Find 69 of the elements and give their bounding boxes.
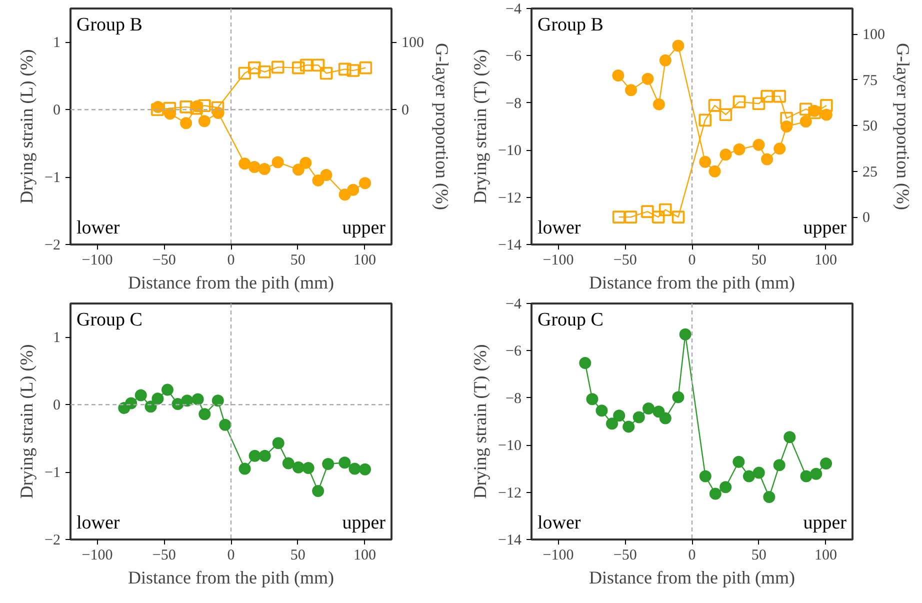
y-tick-label: −10	[498, 143, 522, 160]
y-tick-label: −12	[498, 190, 522, 206]
x-tick-label: −100	[542, 252, 574, 268]
x-tick-label: 100	[354, 252, 376, 268]
annotation: upper	[342, 512, 386, 534]
y-tick-label: 0	[53, 102, 60, 119]
y-axis-title: Drying strain (T) (%)	[470, 49, 490, 204]
x-tick-label: −100	[82, 548, 113, 564]
y-tick-label: 0	[53, 398, 60, 414]
annotation: lower	[76, 218, 120, 238]
x-tick-label: −50	[613, 548, 637, 564]
x-axis-title: Distance from the pith (mm)	[128, 272, 334, 292]
chart-title: Group B	[538, 14, 604, 36]
annotation: upper	[803, 218, 848, 238]
y2-axis-title: G-layer proportion (%)	[893, 43, 913, 210]
x-axis-title: Distance from the pith (mm)	[128, 568, 334, 588]
y-axis-title: Drying strain (T) (%)	[470, 344, 490, 499]
y-tick-label: −12	[498, 485, 522, 502]
x-tick-label: −100	[542, 548, 574, 564]
annotation: lower	[538, 218, 582, 238]
x-tick-label: 0	[688, 252, 696, 268]
x-tick-label: 50	[290, 548, 306, 564]
y-tick-label: −4	[506, 2, 522, 18]
y-tick-label: −4	[506, 296, 522, 312]
annotation: upper	[803, 512, 848, 534]
x-tick-label: 50	[751, 252, 766, 268]
y-axis-title: Drying strain (L) (%)	[16, 344, 37, 499]
chart-title: Group C	[76, 310, 142, 330]
x-tick-label: 0	[227, 252, 235, 268]
annotation: lower	[538, 512, 582, 534]
annotation: lower	[76, 512, 120, 534]
y-tick-label: −8	[506, 390, 522, 407]
y2-tick-label: 100	[402, 35, 424, 52]
y2-tick-label: 50	[862, 118, 878, 135]
y2-axis-title: G-layer proportion (%)	[432, 43, 452, 210]
x-tick-label: 50	[751, 548, 766, 564]
y-tick-label: −8	[506, 96, 522, 112]
x-axis-title: Distance from the pith (mm)	[589, 568, 795, 588]
y2-tick-label: 0	[402, 102, 409, 119]
y-tick-label: −14	[498, 238, 522, 254]
y-tick-label: −1	[44, 170, 61, 186]
y-tick-label: −6	[506, 48, 522, 65]
y-tick-label: −10	[498, 438, 522, 454]
x-tick-label: −50	[613, 252, 637, 268]
x-tick-label: 100	[814, 548, 837, 564]
x-tick-label: 100	[814, 252, 837, 268]
x-tick-label: −50	[152, 252, 176, 268]
y-axis-title: Drying strain (L) (%)	[16, 49, 37, 204]
chart-title: Group C	[538, 310, 604, 330]
x-tick-label: 50	[290, 252, 306, 268]
y2-tick-label: 25	[862, 164, 878, 180]
y2-tick-label: 0	[862, 210, 870, 226]
x-tick-label: −50	[152, 548, 176, 564]
y2-tick-label: 75	[862, 72, 878, 89]
y2-tick-label: 100	[862, 27, 885, 44]
x-tick-label: 0	[688, 548, 696, 564]
y-tick-label: −6	[506, 344, 522, 360]
y-tick-label: −14	[498, 532, 522, 548]
x-tick-label: 0	[227, 548, 235, 564]
y-tick-label: 1	[53, 35, 60, 52]
annotation: upper	[342, 218, 386, 238]
chart-title: Group B	[76, 14, 142, 36]
x-tick-label: −100	[82, 252, 113, 268]
x-tick-label: 100	[354, 548, 376, 564]
y-tick-label: −2	[44, 238, 61, 254]
y-tick-label: −2	[44, 532, 61, 548]
y-tick-label: 1	[53, 330, 60, 346]
x-axis-title: Distance from the pith (mm)	[589, 272, 795, 292]
y-tick-label: −1	[44, 465, 61, 482]
